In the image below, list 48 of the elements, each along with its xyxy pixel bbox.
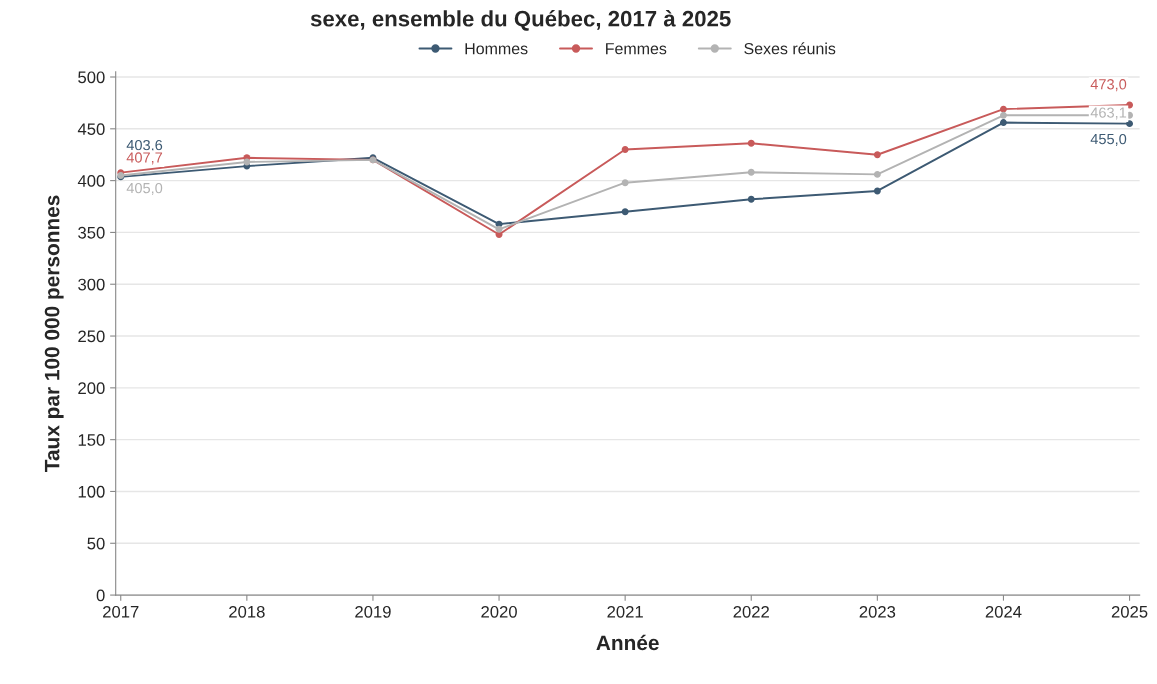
x-tick-label: 2019	[355, 605, 391, 618]
point	[621, 146, 629, 153]
data-label: 473,0	[1090, 79, 1127, 92]
y-tick-label: 350	[78, 226, 105, 239]
point	[1126, 120, 1134, 128]
data-label: 405,0	[126, 182, 163, 195]
y-tick-label: 50	[87, 537, 105, 550]
point	[999, 105, 1007, 113]
point	[621, 179, 629, 187]
y-tick-label: 200	[78, 382, 105, 395]
legend-label: Femmes	[606, 43, 667, 55]
point	[243, 158, 251, 166]
data-label: 455,0	[1090, 133, 1127, 146]
y-tick-label: 500	[78, 71, 105, 84]
point	[621, 208, 629, 216]
y-axis-title: Taux par 100 000 personnes	[44, 195, 64, 472]
point	[873, 187, 881, 195]
x-tick-label: 2017	[103, 605, 139, 618]
point	[999, 119, 1007, 127]
x-tick-label: 2025	[1111, 605, 1148, 618]
point	[747, 168, 755, 176]
x-tick-label: 2020	[481, 605, 517, 618]
point	[747, 195, 755, 203]
y-tick-label: 0	[96, 589, 105, 602]
y-tick-label: 150	[78, 434, 105, 446]
y-tick-label: 300	[78, 278, 105, 291]
data-label: 407,7	[126, 152, 163, 165]
legend-label: Sexes réunis	[744, 42, 836, 55]
point	[495, 225, 503, 233]
legend-label: Hommes	[465, 43, 528, 55]
y-tick-label: 100	[78, 485, 105, 498]
data-label: 403,6	[126, 139, 163, 152]
x-tick-label: 2022	[733, 605, 769, 618]
x-axis-title: Année	[596, 634, 659, 651]
point	[1126, 101, 1134, 109]
point	[873, 170, 881, 178]
data-label: 463,1	[1090, 107, 1127, 120]
x-tick-label: 2024	[985, 605, 1022, 618]
y-tick-label: 250	[78, 330, 105, 343]
y-tick-label: 400	[77, 175, 105, 187]
y-tick-label: 450	[77, 123, 105, 136]
x-tick-label: 2021	[607, 605, 643, 618]
point	[747, 139, 755, 147]
x-tick-label: 2023	[859, 605, 896, 618]
chart-title: sexe, ensemble du Québec, 2017 à 2025	[310, 10, 731, 31]
point	[873, 151, 881, 159]
point	[999, 111, 1007, 119]
x-tick-label: 2018	[229, 605, 265, 618]
